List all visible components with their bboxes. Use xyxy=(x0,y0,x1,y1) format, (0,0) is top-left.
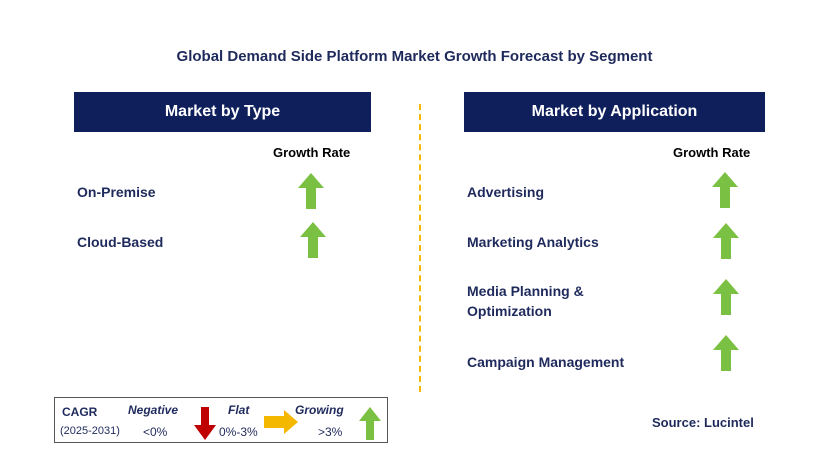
market-by-application-header-label: Market by Application xyxy=(531,103,698,120)
right-growth-rate-label: Growth Rate xyxy=(673,145,751,160)
legend-negative-range: <0% xyxy=(143,425,168,439)
market-by-application-header: Market by Application xyxy=(464,92,765,132)
source-label: Source: Lucintel xyxy=(652,415,754,430)
red-down-arrow-icon xyxy=(194,407,216,440)
application-row-label: Marketing Analytics xyxy=(467,234,599,250)
yellow-right-arrow-icon xyxy=(264,410,298,434)
application-row-label-line1: Media Planning & xyxy=(467,283,584,299)
legend-growing-range: >3% xyxy=(318,425,343,439)
green-up-arrow-icon xyxy=(298,173,324,209)
chart-title: Global Demand Side Platform Market Growt… xyxy=(176,48,653,65)
panel-divider xyxy=(419,104,421,392)
left-growth-rate-label: Growth Rate xyxy=(273,145,351,160)
market-by-type-header-label: Market by Type xyxy=(164,103,281,120)
type-row-label: On-Premise xyxy=(77,184,156,200)
green-up-arrow-icon xyxy=(712,172,738,208)
green-up-arrow-icon xyxy=(713,279,739,315)
green-up-arrow-icon xyxy=(300,222,326,258)
legend-growing-label: Growing xyxy=(295,403,344,417)
application-row-label-line2: Optimization xyxy=(467,303,552,319)
legend-flat-label: Flat xyxy=(228,403,250,417)
market-by-type-header: Market by Type xyxy=(74,92,371,132)
application-row-label: Campaign Management xyxy=(467,354,625,370)
legend-cagr-label: CAGR xyxy=(62,405,98,419)
green-up-arrow-icon xyxy=(359,407,381,440)
legend-flat-range: 0%-3% xyxy=(219,425,258,439)
legend-period-label: (2025-2031) xyxy=(60,425,120,437)
green-up-arrow-icon xyxy=(713,335,739,371)
cagr-legend: CAGR (2025-2031) Negative <0% Flat 0%-3%… xyxy=(54,397,388,443)
type-row-label: Cloud-Based xyxy=(77,234,164,250)
green-up-arrow-icon xyxy=(713,223,739,259)
application-row-label: Advertising xyxy=(467,184,545,200)
legend-negative-label: Negative xyxy=(128,403,179,417)
